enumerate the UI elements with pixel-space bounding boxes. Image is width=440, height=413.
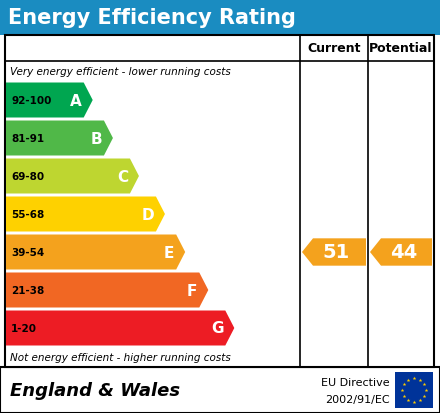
Text: 2002/91/EC: 2002/91/EC	[325, 394, 390, 404]
Text: 21-38: 21-38	[11, 285, 44, 295]
Text: Potential: Potential	[369, 43, 433, 55]
Polygon shape	[6, 83, 93, 118]
Bar	[0, 367, 440, 413]
Bar	[395, 372, 433, 408]
Text: 44: 44	[389, 243, 417, 262]
Text: C: C	[117, 169, 128, 184]
Text: Very energy efficient - lower running costs: Very energy efficient - lower running co…	[10, 67, 231, 77]
Text: Current: Current	[307, 43, 361, 55]
Text: Not energy efficient - higher running costs: Not energy efficient - higher running co…	[10, 352, 231, 362]
Text: E: E	[164, 245, 174, 260]
Text: Energy Efficiency Rating: Energy Efficiency Rating	[8, 8, 296, 28]
Text: 92-100: 92-100	[11, 96, 51, 106]
Polygon shape	[6, 159, 139, 194]
Polygon shape	[6, 197, 165, 232]
Text: 81-91: 81-91	[11, 134, 44, 144]
Text: 51: 51	[323, 243, 350, 262]
Text: B: B	[90, 131, 102, 146]
Text: G: G	[211, 321, 224, 336]
Text: EU Directive: EU Directive	[321, 377, 390, 387]
Text: 1-20: 1-20	[11, 323, 37, 333]
Text: 55-68: 55-68	[11, 209, 44, 219]
Text: F: F	[187, 283, 197, 298]
Bar	[0, 0, 440, 36]
Text: 69-80: 69-80	[11, 171, 44, 182]
Polygon shape	[6, 273, 208, 308]
Polygon shape	[302, 239, 366, 266]
Text: D: D	[141, 207, 154, 222]
Bar	[5, 36, 434, 367]
Polygon shape	[370, 239, 432, 266]
Polygon shape	[6, 121, 113, 156]
Polygon shape	[6, 311, 235, 346]
Polygon shape	[6, 235, 185, 270]
Text: 39-54: 39-54	[11, 247, 44, 257]
Text: England & Wales: England & Wales	[10, 381, 180, 399]
Text: A: A	[70, 93, 82, 108]
